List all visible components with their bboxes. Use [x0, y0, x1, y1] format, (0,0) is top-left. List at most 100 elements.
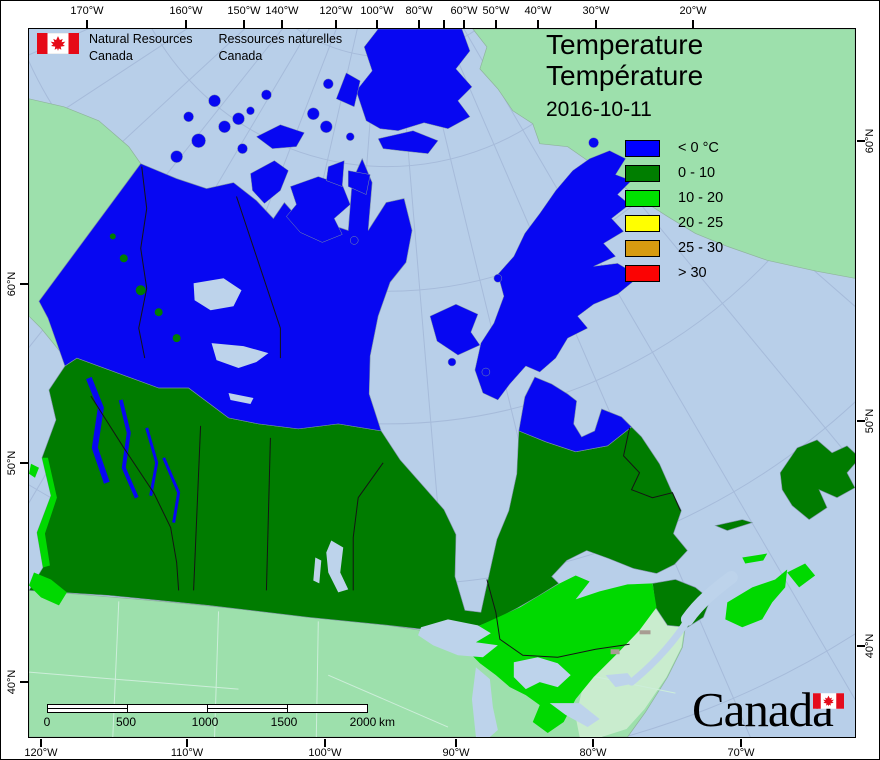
tick-left	[20, 283, 28, 285]
somerset-island	[347, 170, 371, 195]
legend-item: 10 - 20	[625, 188, 723, 208]
lon-label: 20°W	[679, 5, 707, 17]
ontario-quebec-border	[486, 579, 630, 658]
tick-bottom	[186, 739, 188, 747]
canada-wordmark: Canada	[692, 681, 844, 738]
tick-top	[418, 20, 420, 28]
tick-top	[243, 20, 245, 28]
lon-label: 50°W	[482, 5, 510, 17]
lon-label: 60°W	[450, 5, 478, 17]
scale-segment	[287, 704, 368, 713]
lon-label: 30°W	[582, 5, 610, 17]
tick-bottom	[592, 739, 594, 747]
new-england	[575, 589, 687, 737]
lat-label: 50°N	[864, 408, 876, 434]
legend-label: 10 - 20	[678, 190, 724, 206]
lake-winnipegosis	[313, 557, 322, 584]
baffin-island	[474, 150, 640, 401]
lon-label: 140°W	[265, 5, 299, 17]
canada-flag-icon	[37, 33, 79, 54]
tick-bottom	[740, 739, 742, 747]
tick-bottom	[455, 739, 457, 747]
title-fr: Température	[546, 60, 704, 91]
lon-label: 120°W	[24, 747, 58, 759]
maple-leaf-icon	[823, 695, 834, 707]
legend-label: 20 - 25	[678, 215, 724, 231]
foreign-land	[29, 29, 855, 737]
tick-top	[495, 20, 497, 28]
wordmark-flag-icon	[813, 693, 844, 709]
title-en: Temperature	[546, 29, 704, 60]
legend-label: < 0 °C	[678, 140, 719, 156]
wordmark-text: Canada	[692, 682, 834, 737]
newfoundland	[779, 439, 855, 520]
legend-item: 20 - 25	[625, 213, 723, 233]
canada-zone-0-10	[29, 357, 855, 634]
lake-superior	[418, 619, 498, 658]
legend-swatch	[625, 139, 660, 157]
yukon-valleys	[109, 233, 181, 343]
canada-zone-10-20	[29, 457, 816, 734]
lat-label: 60°N	[6, 271, 18, 297]
agency-name-en: Natural Resources Canada	[89, 32, 193, 63]
tick-top	[185, 20, 187, 28]
lon-label: 120°W	[319, 5, 353, 17]
lake-ontario	[605, 673, 636, 688]
tick-top	[376, 20, 378, 28]
nrcan-logo: Natural Resources Canada Ressources natu…	[37, 31, 342, 65]
map-title: Temperature Température 2016-10-11	[546, 29, 703, 125]
legend-label: > 30	[678, 265, 707, 281]
cape-breton	[787, 563, 816, 588]
legend-item: 0 - 10	[625, 163, 715, 183]
ellesmere-island	[355, 29, 473, 131]
tick-top	[443, 20, 445, 28]
tick-right	[857, 645, 865, 647]
lat-label: 50°N	[6, 450, 18, 476]
tick-bottom	[324, 739, 326, 747]
scale-label: 2000	[349, 715, 377, 729]
legend-item: 25 - 30	[625, 238, 723, 258]
axel-heiberg	[335, 72, 361, 108]
scale-segment	[207, 704, 288, 713]
urban-areas	[610, 630, 651, 655]
alberta-sask-border	[193, 425, 202, 591]
northern-quebec	[518, 376, 632, 453]
lon-label: 160°W	[169, 5, 203, 17]
lon-label: 70°W	[727, 747, 755, 759]
melville-island	[255, 124, 305, 149]
tick-top	[537, 20, 539, 28]
lake-winnipeg	[326, 540, 349, 593]
legend-item: > 30	[625, 263, 707, 283]
legend-item: < 0 °C	[625, 138, 719, 158]
prince-edward-island	[742, 553, 768, 564]
lon-label: 150°W	[227, 5, 261, 17]
lon-label: 100°W	[360, 5, 394, 17]
lon-label: 110°W	[170, 747, 204, 759]
canada-temperature-map	[29, 29, 855, 737]
lon-label: 80°W	[579, 747, 607, 759]
lon-label: 170°W	[70, 5, 104, 17]
legend-swatch	[625, 264, 660, 282]
tick-bottom	[40, 739, 42, 747]
lon-label: 100°W	[308, 747, 342, 759]
great-slave-lake	[211, 343, 269, 369]
scale-label: 500	[115, 715, 137, 729]
scale-label: 0	[43, 715, 51, 729]
great-bear-lake	[193, 278, 242, 311]
tick-left	[20, 681, 28, 683]
legend-label: 25 - 30	[678, 240, 724, 256]
tick-top	[595, 20, 597, 28]
maple-leaf-icon	[50, 36, 66, 51]
legend-swatch	[625, 214, 660, 232]
tick-top	[692, 20, 694, 28]
nova-scotia	[725, 569, 788, 628]
nwt-nunavut-border	[236, 196, 281, 359]
tick-top	[463, 20, 465, 28]
scale-bar	[47, 704, 368, 713]
tick-top	[86, 20, 88, 28]
tick-right	[857, 420, 865, 422]
lake-michigan	[471, 667, 498, 737]
devon-island	[377, 130, 439, 154]
sask-manitoba-border	[265, 437, 271, 591]
